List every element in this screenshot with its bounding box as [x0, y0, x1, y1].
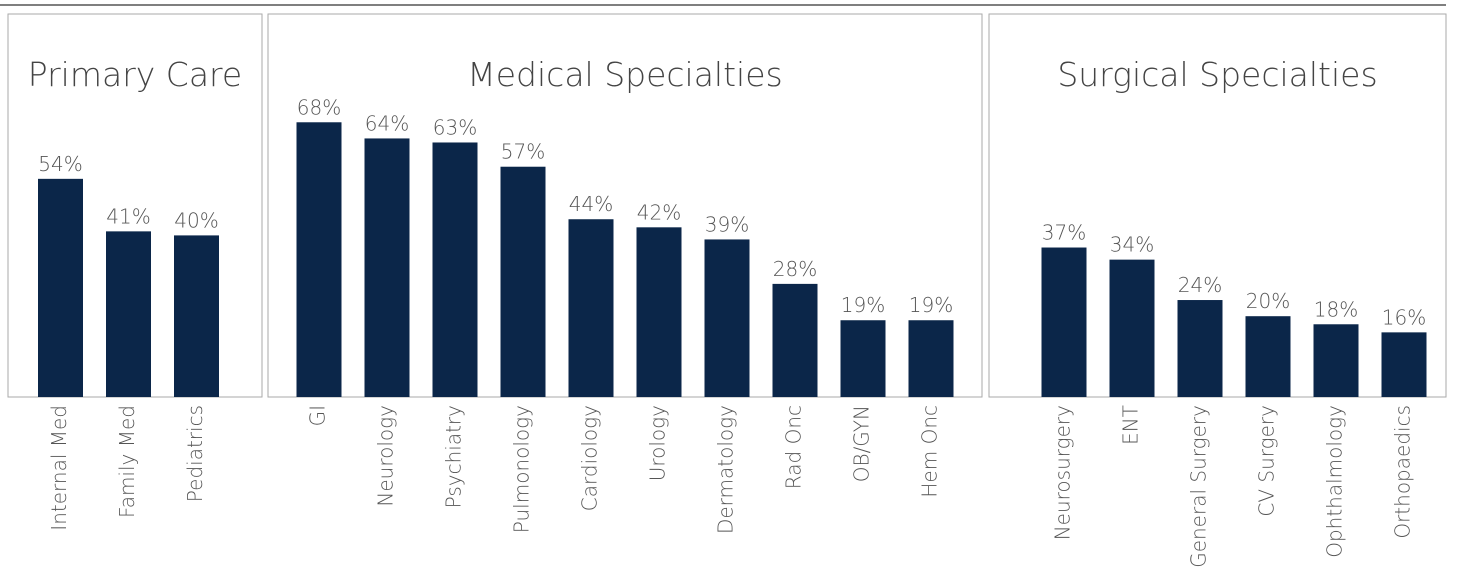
panel-title: Medical Specialties [467, 55, 782, 94]
bar [1313, 324, 1359, 397]
bar [432, 142, 478, 397]
bar [1245, 316, 1291, 397]
bar [840, 320, 886, 397]
bar [364, 138, 410, 397]
category-label: ENT [1119, 405, 1143, 445]
bar [772, 283, 818, 397]
category-label: CV Surgery [1255, 405, 1279, 517]
category-label: Pulmonology [510, 405, 534, 533]
panel-title: Primary Care [28, 55, 242, 94]
category-label: Urology [646, 405, 670, 481]
value-label: 19% [909, 293, 953, 317]
value-label: 57% [501, 140, 545, 164]
bar [296, 122, 342, 397]
bar [174, 235, 219, 397]
bar [1177, 300, 1223, 397]
category-label: Dermatology [714, 405, 738, 534]
value-label: 40% [174, 208, 218, 232]
bar [38, 178, 83, 397]
category-label: Neurosurgery [1051, 405, 1075, 540]
value-label: 42% [637, 200, 681, 224]
panel-title: Surgical Specialties [1057, 55, 1377, 94]
value-label: 28% [773, 257, 817, 281]
value-label: 24% [1178, 273, 1222, 297]
bar [908, 320, 954, 397]
category-label: Family Med [115, 405, 139, 518]
bar [704, 239, 750, 397]
value-label: 44% [569, 192, 613, 216]
category-label: Rad Onc [782, 405, 806, 489]
category-label: General Surgery [1187, 405, 1211, 568]
bar [1109, 259, 1155, 397]
category-label: Pediatrics [183, 405, 207, 502]
category-label: Cardiology [578, 405, 602, 511]
value-label: 68% [297, 95, 341, 119]
category-label: OB/GYN [850, 405, 874, 482]
bar [106, 231, 151, 397]
value-label: 16% [1382, 305, 1426, 329]
category-label: Neurology [374, 405, 398, 507]
value-label: 34% [1110, 233, 1154, 257]
bar [1381, 332, 1427, 397]
value-label: 20% [1246, 289, 1290, 313]
value-label: 41% [106, 204, 150, 228]
bar [568, 219, 614, 397]
bar [500, 166, 546, 397]
bar [1041, 247, 1087, 397]
value-label: 54% [38, 152, 82, 176]
value-label: 37% [1042, 221, 1086, 245]
value-label: 39% [705, 212, 749, 236]
value-label: 64% [365, 111, 409, 135]
category-label: Ophthalmology [1323, 405, 1347, 558]
category-label: GI [306, 405, 330, 426]
category-label: Internal Med [47, 405, 71, 531]
value-label: 19% [841, 293, 885, 317]
panel [267, 13, 983, 398]
category-label: Psychiatry [442, 405, 466, 508]
value-label: 18% [1314, 297, 1358, 321]
bar [636, 227, 682, 397]
category-label: Orthopaedics [1391, 405, 1415, 539]
category-label: Hem Onc [918, 405, 942, 498]
value-label: 63% [433, 115, 477, 139]
